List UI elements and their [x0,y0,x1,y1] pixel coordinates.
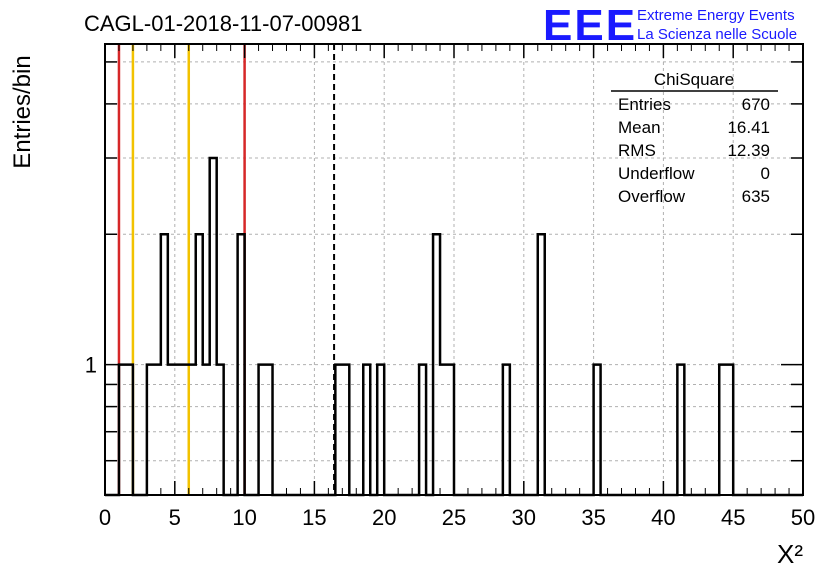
x-tick-label: 15 [302,505,326,530]
stats-row-label: Entries [618,95,671,114]
x-tick-label: 20 [372,505,396,530]
stats-rows: Entries 670 Mean 16.41 RMS 12.39 Underflow 0 Ove… [618,95,770,206]
tick-layer: 0 5 10 15 20 25 30 35 40 45 50 1 [85,44,815,530]
y-tick-label: 1 [85,353,97,378]
stats-row-value: 16.41 [727,118,770,137]
stats-row-label: Overflow [618,187,686,206]
vertical-lines-layer [117,44,336,495]
x-tick-label: 30 [512,505,536,530]
logo-mark: EEE [543,1,637,50]
x-tick-label: 10 [232,505,256,530]
eee-logo: EEE Extreme Energy Events La Scienza nel… [543,1,797,50]
x-tick-label: 45 [721,505,745,530]
x-tick-label: 0 [99,505,111,530]
x-axis-label: X² [777,539,803,569]
x-tick-label: 35 [581,505,605,530]
stats-row-value: 0 [761,164,770,183]
y-axis-label: Entries/bin [9,55,36,168]
stats-row-label: Underflow [618,164,695,183]
stats-row-label: RMS [618,141,656,160]
stats-row-value: 12.39 [727,141,770,160]
x-tick-label: 50 [791,505,815,530]
stats-box: ChiSquare Entries 670 Mean 16.41 RMS 12.39 Und… [611,70,778,206]
stats-row-value: 635 [742,187,770,206]
chart-title: CAGL-01-2018-11-07-00981 [84,11,362,36]
stats-row-label: Mean [618,118,661,137]
logo-line1: Extreme Energy Events [637,7,795,24]
x-tick-label: 40 [651,505,675,530]
logo-line2: La Scienza nelle Scuole [637,26,797,43]
stats-title: ChiSquare [654,70,734,89]
x-tick-label: 5 [169,505,181,530]
stats-row-value: 670 [742,95,770,114]
x-tick-label: 25 [442,505,466,530]
